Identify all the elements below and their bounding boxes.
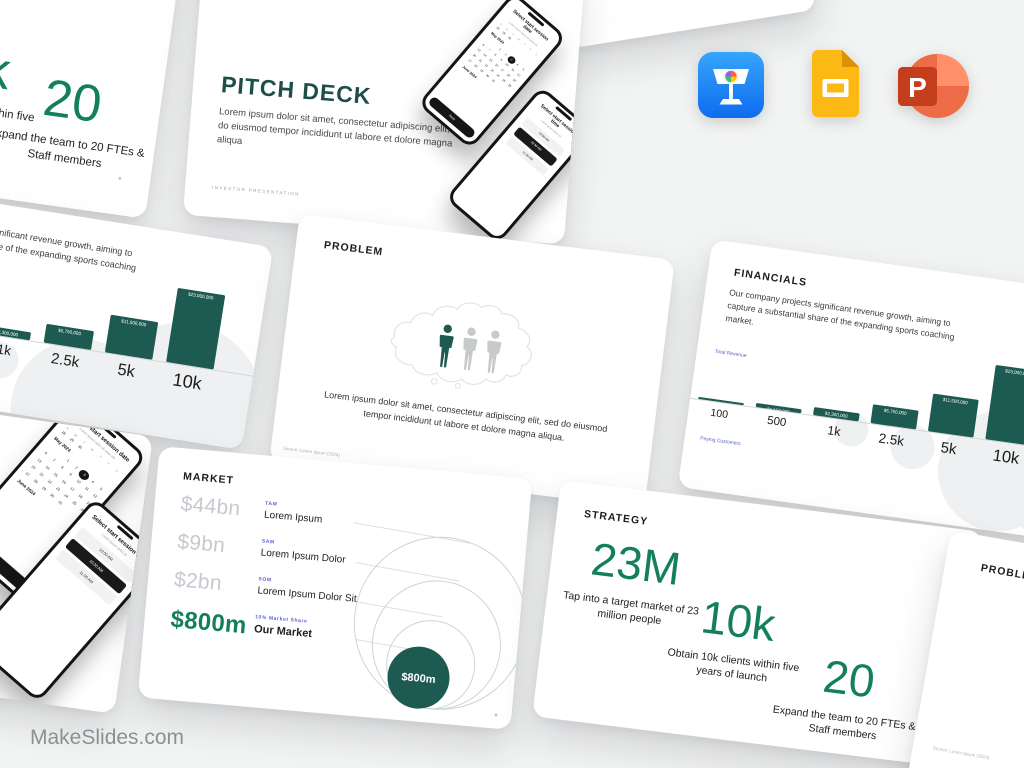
bar: $11,500,000 bbox=[104, 314, 159, 360]
market-labels: TAM Lorem Ipsum bbox=[264, 500, 324, 526]
market-label: Our Market bbox=[253, 622, 313, 640]
bar-value-label: $11,500,000 bbox=[121, 317, 147, 327]
revenue-bar-chart: 100$1,150,000500$2,300,0001k$5,750,0002.… bbox=[0, 192, 257, 394]
bar: $11,500,000 bbox=[927, 393, 979, 438]
market-labels: SAM Lorem Ipsum Dolor bbox=[260, 537, 346, 565]
svg-text:P: P bbox=[908, 72, 927, 103]
source-note: Source: Lorem Ipsum (2024) bbox=[282, 445, 341, 458]
x-tick-label: 100 bbox=[709, 406, 729, 422]
market-labels: 10% Market Share Our Market bbox=[254, 613, 314, 639]
slide-financials-partial: FINANCIALS Our company projects signific… bbox=[0, 179, 274, 450]
market-amount: $44bn bbox=[179, 492, 242, 521]
x-axis-label: Paying Customers bbox=[699, 435, 742, 448]
site-watermark: MakeSlides.com bbox=[30, 726, 185, 749]
slide-heading: STRATEGY bbox=[583, 508, 649, 528]
person-icons-group bbox=[433, 320, 505, 380]
bar-value-label: $23,000,000 bbox=[1004, 367, 1024, 377]
slide-heading: PROBLEM bbox=[323, 239, 384, 259]
strategy-item: 20 Expand the team to 20 FTEs & Staff mem… bbox=[0, 59, 185, 183]
bar-value-label: $23,000,000 bbox=[187, 291, 214, 301]
deck-footer: INVESTOR PRESENTATION bbox=[211, 184, 300, 197]
slide-heading: PROBLEM bbox=[979, 562, 1024, 585]
bar-value-label: $11,500,000 bbox=[942, 396, 969, 405]
market-label: Lorem Ipsum bbox=[263, 509, 323, 526]
time-option-list: 10:00 AM 10:30 AM 11:00 AM bbox=[54, 525, 139, 607]
slide-problem: PROBLEM Lorem ipsum dolor sit amet, cons… bbox=[269, 213, 675, 509]
market-rows: $44bn TAM Lorem Ipsum $9bn SAM Lorem Ipsum Do… bbox=[168, 492, 416, 668]
bar-value-label: $5,750,000 bbox=[883, 407, 908, 416]
market-amount: $9bn bbox=[176, 530, 227, 558]
market-amount: $800m bbox=[169, 605, 248, 640]
keynote-icon bbox=[698, 52, 764, 118]
slide-market: MARKET $44bn TAM Lorem Ipsum $9bn SAM Lorem I… bbox=[137, 446, 533, 730]
market-bubble-label: $800m bbox=[401, 671, 436, 686]
market-row: $2bn SOM Lorem Ipsum Dolor Sit bbox=[173, 568, 409, 612]
bar bbox=[698, 396, 744, 406]
market-labels: SOM Lorem Ipsum Dolor Sit bbox=[257, 575, 358, 604]
person-icon bbox=[439, 324, 454, 368]
person-icon bbox=[487, 330, 502, 374]
bar: $5,750,000 bbox=[870, 404, 919, 430]
market-row: $9bn SAM Lorem Ipsum Dolor bbox=[176, 530, 412, 574]
bar: $2,300,000 bbox=[0, 324, 32, 341]
person-icon bbox=[463, 327, 478, 371]
page-number bbox=[118, 176, 122, 181]
market-row: $800m 10% Market Share Our Market bbox=[169, 606, 406, 654]
x-tick-label: 500 bbox=[766, 414, 788, 430]
market-amount: $2bn bbox=[173, 567, 223, 596]
powerpoint-icon: P bbox=[898, 54, 969, 118]
bar: $23,000,000 bbox=[166, 287, 226, 370]
slide-heading: MARKET bbox=[182, 470, 235, 487]
deck-title: PITCH DECK bbox=[220, 71, 373, 109]
bar-value-label: $5,750,000 bbox=[57, 327, 82, 336]
source-note: Source: Lorem Ipsum (2024) bbox=[932, 745, 990, 761]
bar: $23,000,000 bbox=[985, 364, 1024, 446]
region-map-outline bbox=[390, 302, 532, 389]
bar-value-label: $2,300,000 bbox=[824, 410, 849, 419]
slide-blank-corner bbox=[545, 0, 817, 49]
slide-strategy: STRATEGY 23M Tap into a target market of … bbox=[532, 479, 983, 768]
slide-app-mockups: Select start session date Lorem ipsum do… bbox=[0, 396, 154, 714]
google-slides-icon bbox=[812, 50, 859, 117]
slide-pitch-deck-cover: PITCH DECK Lorem ipsum dolor sit amet, c… bbox=[182, 0, 586, 245]
